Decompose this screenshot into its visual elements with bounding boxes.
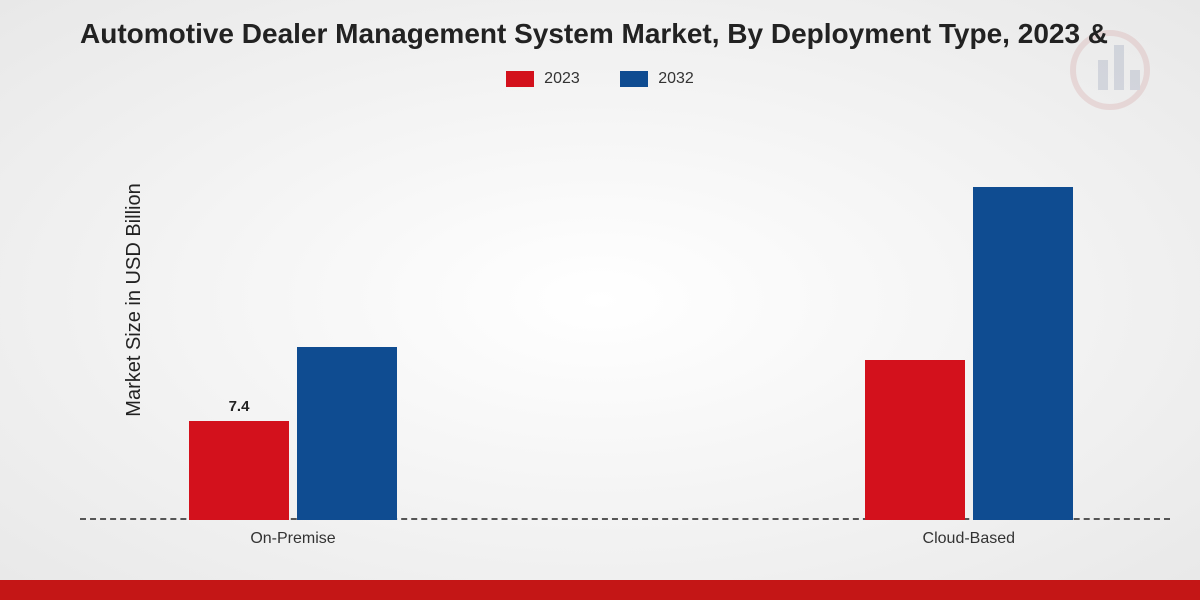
bar-cloud-2023 [865, 360, 965, 520]
chart-title: Automotive Dealer Management System Mark… [80, 18, 1200, 50]
legend-swatch-2023 [506, 71, 534, 87]
x-category-cloud: Cloud-Based [865, 530, 1073, 548]
bar-cloud-2032 [973, 187, 1073, 520]
legend: 2023 2032 [0, 70, 1200, 92]
legend-label-2023: 2023 [544, 70, 580, 88]
plot-area: 7.4 On-Premise Cloud-Based [80, 120, 1170, 520]
bar-onpremise-2023 [189, 421, 289, 520]
bar-value-onpremise-2023: 7.4 [189, 398, 289, 415]
legend-item-2023: 2023 [506, 70, 580, 88]
footer-accent-bar [0, 580, 1200, 600]
bar-onpremise-2032 [297, 347, 397, 520]
legend-label-2032: 2032 [658, 70, 694, 88]
legend-item-2032: 2032 [620, 70, 694, 88]
x-category-onpremise: On-Premise [189, 530, 397, 548]
legend-swatch-2032 [620, 71, 648, 87]
